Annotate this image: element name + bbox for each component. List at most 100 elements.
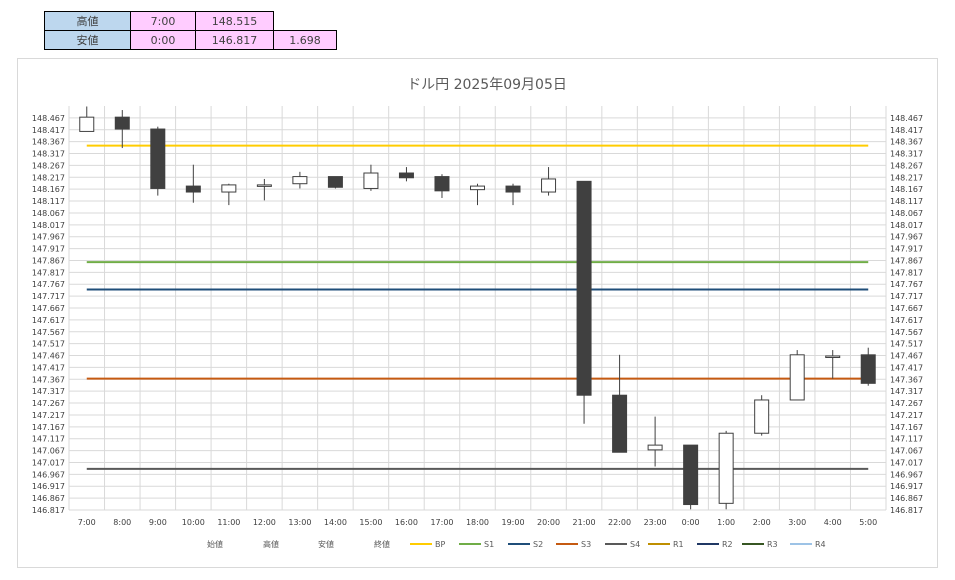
candle-body <box>398 172 414 179</box>
y-tick-label-right: 148.367 <box>890 138 923 147</box>
y-tick-label-right: 148.167 <box>890 185 923 194</box>
y-tick-label-right: 147.467 <box>890 352 923 361</box>
candle-body <box>363 172 379 189</box>
y-tick-label-right: 148.017 <box>890 221 923 230</box>
legend-label: 終値 <box>374 539 390 549</box>
y-tick-label-left: 147.467 <box>32 352 65 361</box>
x-tick-label: 17:00 <box>430 518 453 527</box>
legend-label: 高値 <box>263 539 279 549</box>
y-tick-label-left: 147.417 <box>32 363 65 372</box>
candle-body <box>718 432 734 504</box>
y-tick-label-left: 146.817 <box>32 506 65 515</box>
y-tick-label-left: 147.067 <box>32 447 65 456</box>
candle-body <box>327 176 343 188</box>
y-tick-label-right: 147.967 <box>890 233 923 242</box>
candle-body <box>470 185 485 191</box>
y-tick-label-right: 148.117 <box>890 197 923 206</box>
y-tick-label-right: 147.167 <box>890 423 923 432</box>
x-tick-label: 9:00 <box>149 518 167 527</box>
candle-body <box>541 178 557 193</box>
candle-body <box>185 185 201 193</box>
y-tick-label-right: 147.717 <box>890 292 923 301</box>
y-tick-label-right: 147.367 <box>890 375 923 384</box>
y-tick-label-left: 147.167 <box>32 423 65 432</box>
y-tick-label-right: 146.867 <box>890 494 923 503</box>
y-tick-label-left: 147.367 <box>32 375 65 384</box>
y-tick-label-right: 147.217 <box>890 411 923 420</box>
y-tick-label-right: 147.767 <box>890 280 923 289</box>
y-tick-label-right: 147.417 <box>890 363 923 372</box>
y-tick-label-left: 148.167 <box>32 185 65 194</box>
x-tick-label: 13:00 <box>288 518 311 527</box>
low-row: 安値 0:00 146.817 1.698 <box>44 30 337 50</box>
y-tick-label-left: 147.717 <box>32 292 65 301</box>
y-tick-label-right: 146.817 <box>890 506 923 515</box>
y-tick-label-left: 147.117 <box>32 435 65 444</box>
candle-body <box>683 444 699 506</box>
y-tick-label-right: 147.667 <box>890 304 923 313</box>
y-tick-label-left: 146.917 <box>32 482 65 491</box>
legend-label: S2 <box>533 540 543 549</box>
candlestick-chart: ドル円 2025年09月05日 146.817 146.817 146.867 146… <box>32 77 923 549</box>
y-tick-label-left: 147.917 <box>32 245 65 254</box>
y-tick-label-right: 147.867 <box>890 256 923 265</box>
x-tick-label: 15:00 <box>359 518 382 527</box>
y-tick-label-right: 147.067 <box>890 447 923 456</box>
y-tick-label-right: 148.417 <box>890 126 923 135</box>
legend-label: R1 <box>673 540 684 549</box>
y-tick-label-left: 147.217 <box>32 411 65 420</box>
high-row: 高値 7:00 148.515 <box>44 11 337 31</box>
candle-body <box>505 185 521 193</box>
candle-body <box>825 355 841 359</box>
y-tick-label-right: 148.467 <box>890 114 923 123</box>
low-time: 0:00 <box>130 30 196 50</box>
candle-body <box>612 394 628 453</box>
y-tick-label-right: 147.117 <box>890 435 923 444</box>
x-tick-label: 14:00 <box>324 518 347 527</box>
high-time: 7:00 <box>130 11 196 31</box>
y-tick-label-left: 148.417 <box>32 126 65 135</box>
y-tick-label-right: 147.917 <box>890 245 923 254</box>
y-tick-label-left: 147.267 <box>32 399 65 408</box>
high-empty-cell <box>274 12 337 31</box>
candle-body <box>150 128 166 189</box>
candle-body <box>221 184 237 193</box>
y-tick-label-right: 147.817 <box>890 268 923 277</box>
y-tick-label-right: 147.517 <box>890 340 923 349</box>
candle-body <box>576 180 592 396</box>
y-tick-label-left: 147.967 <box>32 233 65 242</box>
y-tick-label-left: 148.317 <box>32 150 65 159</box>
y-tick-label-left: 148.217 <box>32 173 65 182</box>
y-tick-label-right: 147.017 <box>890 458 923 467</box>
y-tick-label-right: 147.317 <box>890 387 923 396</box>
y-tick-label-left: 146.967 <box>32 470 65 479</box>
candle-body <box>789 354 805 401</box>
y-tick-label-left: 147.867 <box>32 256 65 265</box>
candle-body <box>292 176 308 185</box>
y-tick-label-left: 147.817 <box>32 268 65 277</box>
low-label: 安値 <box>44 30 131 50</box>
x-tick-label: 20:00 <box>537 518 560 527</box>
legend-label: S3 <box>581 540 591 549</box>
x-tick-label: 10:00 <box>182 518 205 527</box>
low-price: 146.817 <box>195 30 274 50</box>
y-tick-label-right: 148.067 <box>890 209 923 218</box>
chart-title: ドル円 2025年09月05日 <box>407 77 567 93</box>
x-tick-label: 16:00 <box>395 518 418 527</box>
range-value: 1.698 <box>273 30 337 50</box>
candle-body <box>860 354 876 384</box>
x-tick-label: 7:00 <box>78 518 96 527</box>
x-tick-label: 3:00 <box>788 518 806 527</box>
summary-table: 高値 7:00 148.515 安値 0:00 146.817 1.698 <box>44 11 337 50</box>
candle-body <box>256 184 272 187</box>
chart-area: ドル円 2025年09月05日 146.817 146.817 146.867 146… <box>17 58 938 568</box>
high-label: 高値 <box>44 11 131 31</box>
x-tick-label: 12:00 <box>253 518 276 527</box>
candle-body <box>647 444 663 451</box>
x-tick-label: 11:00 <box>217 518 240 527</box>
y-tick-label-right: 146.917 <box>890 482 923 491</box>
candle-body <box>79 116 95 132</box>
y-tick-label-left: 147.517 <box>32 340 65 349</box>
x-tick-label: 19:00 <box>501 518 524 527</box>
y-tick-label-left: 148.067 <box>32 209 65 218</box>
